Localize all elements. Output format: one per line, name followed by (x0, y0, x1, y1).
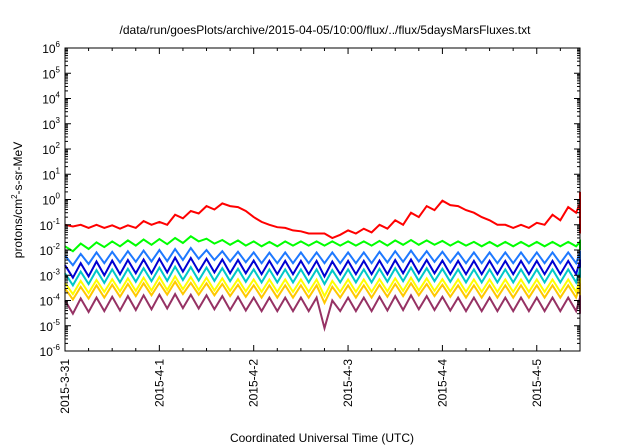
y-axis-label: protons/cm2-s-sr-MeV (10, 142, 25, 258)
y-tick-label: 10-4 (40, 293, 61, 309)
x-tick-label: 2015-4-4 (435, 359, 449, 407)
x-axis: 2015-3-31 2015-4-1 2015-4-2 2015-4-3 2015-4-… (58, 48, 561, 414)
x-tick-label: 2015-4-3 (341, 359, 355, 407)
y-axis-label-sup: 2 (10, 194, 19, 199)
y-tick-label: 106 (42, 40, 60, 56)
x-tick-label: 2015-4-1 (152, 359, 166, 407)
plot-frame (64, 47, 581, 352)
x-tick-label: 2015-4-5 (530, 359, 544, 407)
x-tick-label: 2015-3-31 (58, 359, 72, 414)
x-tick-label: 2015-4-2 (247, 359, 261, 407)
y-tick-label: 10-1 (40, 217, 61, 233)
series-line-2 (64, 235, 581, 253)
y-tick-label: 103 (42, 116, 60, 132)
y-tick-label: 10-2 (40, 242, 61, 258)
y-tick-label: 10-5 (40, 318, 61, 334)
y-tick-label: 10-6 (40, 343, 61, 359)
y-tick-label: 102 (42, 141, 60, 157)
x-axis-label: Coordinated Universal Time (UTC) (230, 431, 414, 445)
chart-title: /data/run/goesPlots/archive/2015-04-05/1… (120, 23, 532, 37)
y-tick-label: 100 (42, 192, 60, 208)
y-axis: 10-6 10-5 10-4 10-3 10-2 10-1 100 101 102 103 104 1… (40, 40, 580, 359)
series-layer (64, 191, 581, 333)
y-axis-label-suffix: -s-sr-MeV (11, 142, 25, 195)
series-line-1 (64, 191, 581, 240)
y-tick-label: 104 (42, 91, 60, 107)
y-tick-label: 105 (42, 65, 60, 81)
y-tick-label: 10-3 (40, 267, 61, 283)
y-axis-label-prefix: protons/cm (11, 199, 25, 258)
y-tick-label: 101 (42, 166, 60, 182)
